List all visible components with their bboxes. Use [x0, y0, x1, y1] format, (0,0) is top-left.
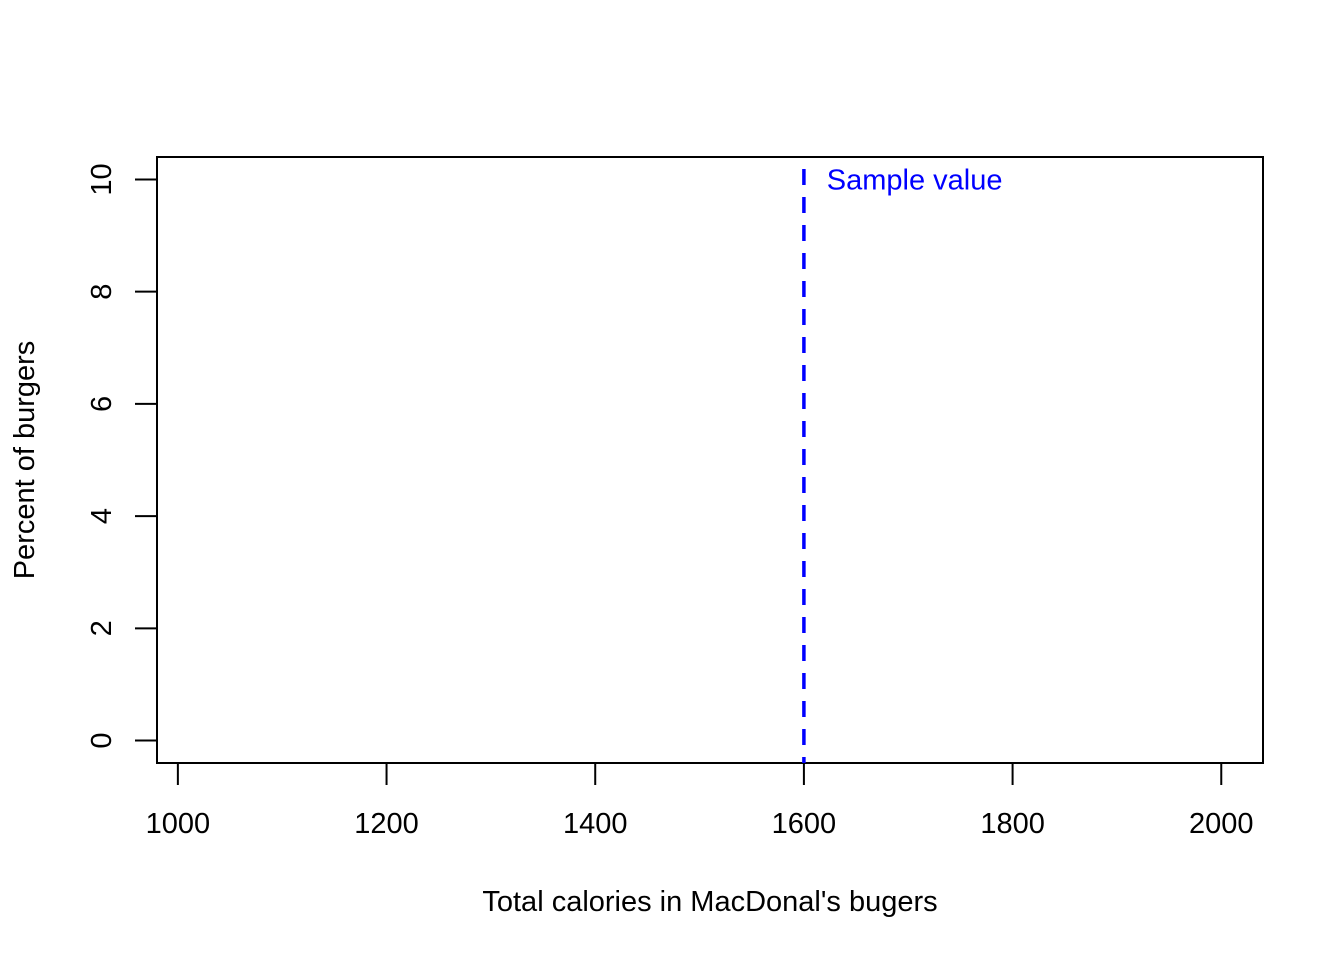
plot-frame [156, 156, 1264, 764]
annotations: Sample value [827, 164, 1003, 196]
y-tick-label: 0 [86, 732, 118, 748]
y-tick-label: 2 [86, 620, 118, 636]
y-tick-label: 10 [86, 163, 118, 195]
y-axis: 0 2 4 6 8 10 [86, 163, 158, 749]
x-tick-label: 1600 [772, 808, 837, 840]
x-tick-label: 1800 [980, 808, 1045, 840]
x-tick-label: 2000 [1189, 808, 1254, 840]
y-tick-label: 4 [86, 508, 118, 524]
x-tick-label: 1400 [563, 808, 628, 840]
x-axis: 1000 1200 1400 1600 1800 2000 [146, 762, 1254, 840]
y-tick-label: 6 [86, 396, 118, 412]
x-axis-title: Total calories in MacDonal's bugers [482, 886, 937, 918]
x-tick-label: 1200 [354, 808, 419, 840]
y-tick-label: 8 [86, 284, 118, 300]
x-tick-label: 1000 [146, 808, 211, 840]
y-axis-title: Percent of burgers [9, 341, 41, 580]
sample-value-label: Sample value [827, 164, 1003, 196]
